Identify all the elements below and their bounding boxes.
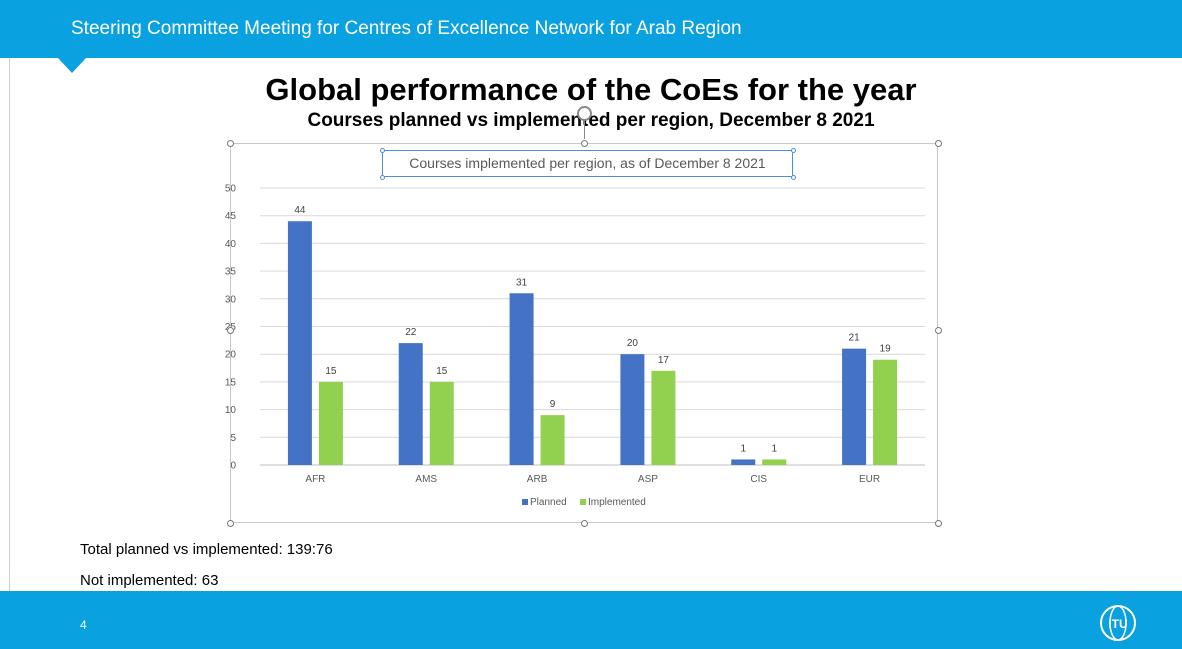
chart-title-box[interactable] [382,150,793,177]
x-tick-label: EUR [859,474,880,485]
legend-swatch-planned [522,499,528,505]
bar-implemented-eur [873,359,898,465]
resize-handle-bottom[interactable] [581,520,588,527]
bar-implemented-arb [540,415,565,465]
bar-implemented-asp [651,370,676,465]
data-label: 22 [405,327,417,338]
y-tick-label: 40 [225,239,237,250]
data-label: 19 [880,344,892,355]
title-handle-bottom-right[interactable] [791,175,796,180]
y-tick-label: 45 [225,211,237,222]
resize-handle-top-left[interactable] [227,140,234,147]
data-label: 21 [849,333,861,344]
rotate-handle-stem [584,121,585,139]
resize-handle-top-right[interactable] [935,140,942,147]
x-tick-label: ARB [527,474,548,485]
legend-swatch-implemented [580,499,586,505]
data-label: 9 [550,399,556,410]
bar-planned-cis [731,459,756,465]
y-tick-label: 10 [225,405,237,416]
y-tick-label: 20 [225,350,237,361]
bar-implemented-cis [762,459,787,465]
title-handle-top-left[interactable] [380,148,385,153]
resize-handle-bottom-right[interactable] [935,520,942,527]
page-number: 4 [80,618,87,632]
bar-planned-asp [620,354,645,465]
chart-title[interactable]: Courses implemented per region, as of De… [409,155,766,171]
data-label: 31 [516,277,528,288]
not-implemented-text: Not implemented: 63 [80,572,219,589]
y-tick-label: 50 [225,184,237,195]
legend-label-implemented: Implemented [588,497,646,508]
y-tick-label: 30 [225,294,237,305]
bar-planned-arb [509,293,534,465]
data-label: 15 [325,366,337,377]
data-label: 1 [740,443,746,454]
resize-handle-right[interactable] [935,327,942,334]
title-handle-bottom-left[interactable] [380,175,385,180]
y-tick-label: 15 [225,377,237,388]
data-label: 20 [627,338,639,349]
header-bar [0,0,1182,58]
y-tick-label: 35 [225,267,237,278]
slide-title: Global performance of the CoEs for the y… [265,72,917,107]
data-label: 44 [294,205,306,216]
bar-planned-afr [287,221,312,465]
y-tick-label: 0 [230,461,236,472]
bar-planned-ams [398,343,423,465]
x-tick-label: AMS [415,474,437,485]
x-tick-label: CIS [750,474,767,485]
data-label: 17 [658,355,670,366]
total-planned-text: Total planned vs implemented: 139:76 [80,541,333,558]
bar-implemented-afr [318,381,343,465]
data-label: 1 [771,443,777,454]
resize-handle-top[interactable] [581,140,588,147]
title-handle-top-right[interactable] [791,148,796,153]
resize-handle-left[interactable] [227,327,234,334]
itu-logo-text: ITU [1108,617,1127,631]
data-label: 15 [436,366,448,377]
left-divider [9,58,10,591]
legend-label-planned: Planned [530,497,567,508]
y-tick-label: 5 [230,433,236,444]
itu-logo-icon: ITU [1100,605,1136,641]
header-title: Steering Committee Meeting for Centres o… [71,18,742,39]
resize-handle-bottom-left[interactable] [227,520,234,527]
bar-planned-eur [842,348,867,465]
footer-bar [0,591,1182,649]
slide-subtitle: Courses planned vs implemented per regio… [307,110,875,131]
x-tick-label: ASP [638,474,658,485]
header-notch [58,58,86,73]
x-tick-label: AFR [305,474,325,485]
rotate-handle[interactable] [577,106,592,121]
bar-implemented-ams [429,381,454,465]
